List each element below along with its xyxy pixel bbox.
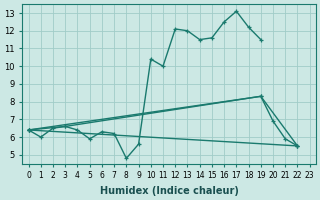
X-axis label: Humidex (Indice chaleur): Humidex (Indice chaleur) [100, 186, 239, 196]
